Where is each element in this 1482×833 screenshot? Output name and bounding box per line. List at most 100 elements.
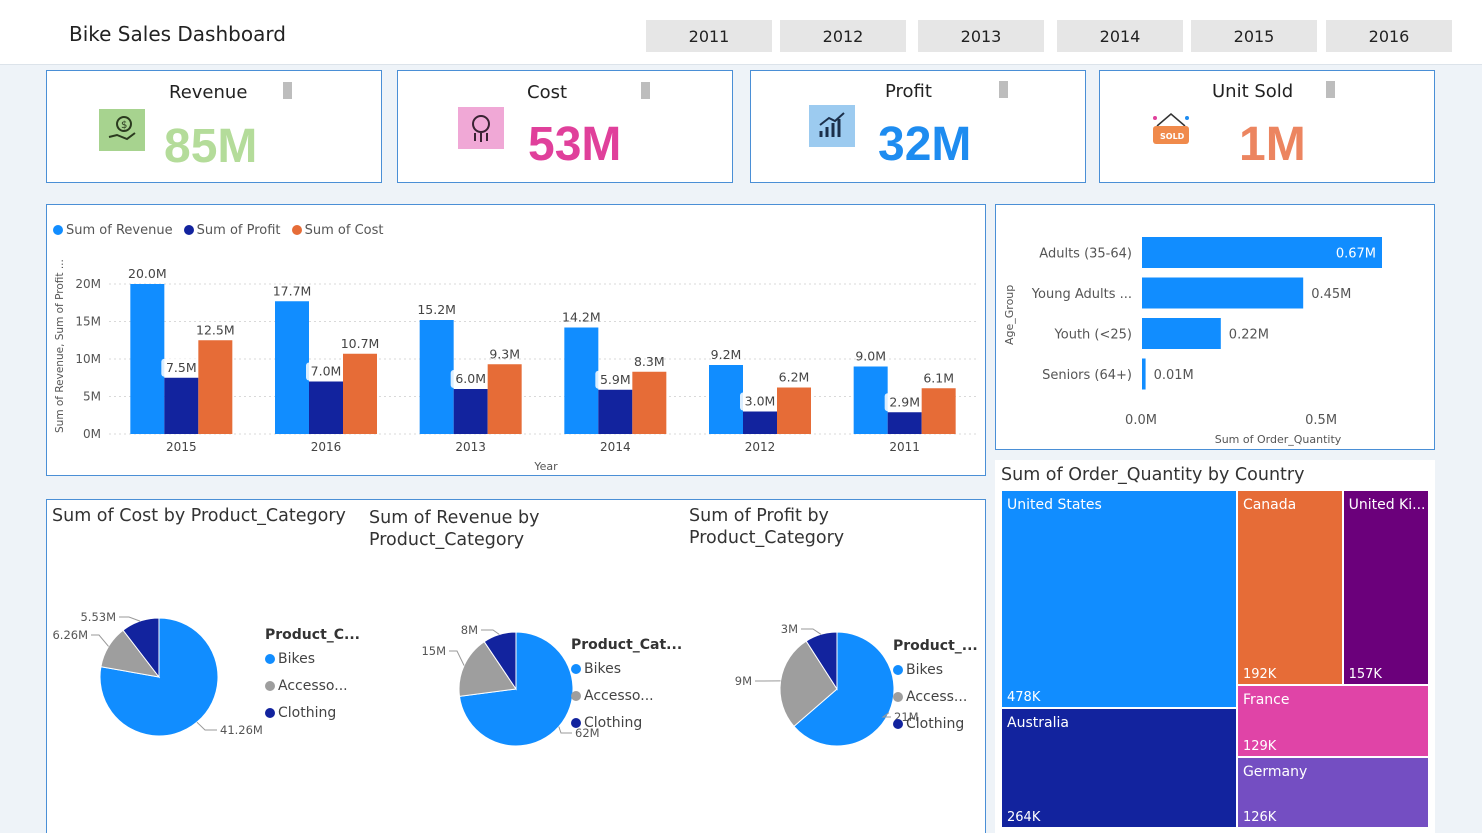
treemap-cell-value: 478K xyxy=(1007,689,1041,705)
year-button-2014[interactable]: 2014 xyxy=(1057,20,1183,52)
x-tick-label: 2011 xyxy=(889,440,920,454)
year-button-2015[interactable]: 2015 xyxy=(1191,20,1317,52)
year-button-2012[interactable]: 2012 xyxy=(780,20,906,52)
pie-slice-accesso[interactable] xyxy=(458,640,517,697)
legend-item-revenue[interactable]: Sum of Revenue xyxy=(53,223,173,238)
y-tick-label: 20M xyxy=(75,277,101,291)
bar-sum-of-revenue-2015[interactable] xyxy=(130,284,165,434)
data-label-bg xyxy=(740,392,780,411)
y-axis-label: Sum of Revenue, Sum of Profit ... xyxy=(54,259,66,433)
data-label: 17.7M xyxy=(273,283,312,298)
data-label: 6.26M xyxy=(52,628,88,642)
x-axis-label: Year xyxy=(533,460,558,473)
legend-item-accessories[interactable]: Accesso... xyxy=(265,678,360,694)
bar-sum-of-profit-2016[interactable] xyxy=(309,381,343,435)
kpi-label: Unit Sold xyxy=(1212,81,1294,102)
data-label: 8M xyxy=(461,623,478,637)
treemap-cell-germany[interactable]: Germany 126K xyxy=(1236,757,1429,828)
data-label-bg xyxy=(884,393,925,412)
legend-item-bikes[interactable]: Bikes xyxy=(571,661,682,677)
flag-icon xyxy=(641,82,650,99)
legend-title: Product_Cat... xyxy=(571,637,683,653)
treemap-cell-australia[interactable]: Australia 264K xyxy=(1001,707,1237,828)
bar-sum-of-profit-2012[interactable] xyxy=(743,411,777,435)
bar-age-group-1[interactable] xyxy=(1142,277,1304,309)
legend-dot xyxy=(571,718,581,728)
legend-item-cost[interactable]: Sum of Cost xyxy=(291,223,383,238)
data-label: 8.3M xyxy=(634,354,665,369)
coin-cost-icon xyxy=(458,107,504,149)
treemap-title: Sum of Order_Quantity by Country xyxy=(1001,465,1305,485)
y-tick-label: 10M xyxy=(75,352,101,366)
bar-sum-of-revenue-2012[interactable] xyxy=(709,365,743,434)
bar-sum-of-revenue-2014[interactable] xyxy=(564,327,599,435)
treemap-cell-united-states[interactable]: United States 478K xyxy=(1001,490,1237,708)
year-button-2011[interactable]: 2011 xyxy=(646,20,772,52)
data-label: 12.5M xyxy=(196,322,235,337)
bar-sum-of-cost-2011[interactable] xyxy=(921,388,956,434)
legend-label: Clothing xyxy=(584,715,643,731)
treemap-cell-france[interactable]: France 129K xyxy=(1236,685,1429,758)
data-label: 0.67M xyxy=(1336,247,1376,262)
legend-label: Sum of Profit xyxy=(196,222,281,238)
y-tick-label: Young Adults ... xyxy=(1031,287,1132,302)
bar-sum-of-profit-2015[interactable] xyxy=(164,377,199,434)
bar-sum-of-revenue-2011[interactable] xyxy=(853,366,888,435)
x-tick-label: 2013 xyxy=(455,440,486,454)
legend-dot xyxy=(571,691,581,701)
leader-line xyxy=(558,726,572,734)
bar-sum-of-revenue-2013[interactable] xyxy=(419,320,454,434)
treemap-cell-value: 129K xyxy=(1242,739,1277,755)
kpi-label: Revenue xyxy=(169,82,248,103)
sold-tag-icon: SOLD xyxy=(1148,109,1194,151)
data-label: 2.9M xyxy=(889,394,920,409)
flag-icon xyxy=(1326,81,1335,98)
bar-sum-of-cost-2015[interactable] xyxy=(198,340,233,434)
profit-pie-legend: Product_... Bikes Access... Clothing xyxy=(893,638,978,732)
data-label: 15M xyxy=(421,644,446,658)
legend-item-bikes[interactable]: Bikes xyxy=(265,651,360,667)
bar-sum-of-revenue-2016[interactable] xyxy=(275,301,309,434)
bar-sum-of-profit-2011[interactable] xyxy=(887,412,922,434)
product-category-panel: Sum of Cost by Product_Category Sum of R… xyxy=(46,499,986,833)
leader-line xyxy=(801,628,822,635)
legend-item-clothing[interactable]: Clothing xyxy=(571,715,682,731)
data-label-bg xyxy=(595,370,636,389)
year-button-2016[interactable]: 2016 xyxy=(1326,20,1452,52)
data-label: 41.26M xyxy=(220,723,263,737)
bar-age-group-3[interactable] xyxy=(1142,358,1146,390)
legend-dot xyxy=(291,225,302,235)
x-tick-label: 0.5M xyxy=(1305,413,1337,428)
data-label: 6.1M xyxy=(923,370,954,385)
treemap-cell-value: 126K xyxy=(1242,809,1277,825)
kpi-value: 53M xyxy=(528,118,622,171)
legend-item-clothing[interactable]: Clothing xyxy=(265,705,360,721)
data-label: 6.0M xyxy=(455,371,486,386)
legend-title: Product_C... xyxy=(265,627,360,643)
legend-item-clothing[interactable]: Clothing xyxy=(893,716,978,732)
legend-item-profit[interactable]: Sum of Profit xyxy=(183,222,281,238)
treemap-cell-canada[interactable]: Canada 192K xyxy=(1236,490,1343,686)
bar-sum-of-cost-2016[interactable] xyxy=(343,353,377,434)
bar-sum-of-profit-2013[interactable] xyxy=(453,389,488,434)
legend-item-accessories[interactable]: Accesso... xyxy=(571,688,682,704)
legend-item-accessories[interactable]: Access... xyxy=(893,689,978,705)
pie-slice-clothing[interactable] xyxy=(122,617,160,679)
year-button-2013[interactable]: 2013 xyxy=(918,20,1044,52)
cost-pie-chart: 41.26M 6.26M 5.53M xyxy=(52,610,263,737)
data-label: 10.7M xyxy=(341,336,380,351)
profit-chart-icon xyxy=(809,105,855,147)
bar-sum-of-cost-2012[interactable] xyxy=(777,387,811,435)
revenue-pie-chart: 62M 15M 8M xyxy=(421,623,600,747)
bar-age-group-2[interactable] xyxy=(1142,318,1221,349)
treemap-cell-united-ki-[interactable]: United Ki... 157K xyxy=(1342,490,1429,686)
treemap-cell-label: United States xyxy=(1007,497,1102,513)
legend-item-bikes[interactable]: Bikes xyxy=(893,662,978,678)
bar-age-group-0[interactable] xyxy=(1142,237,1382,268)
bar-sum-of-cost-2014[interactable] xyxy=(632,371,667,434)
data-label: 5.53M xyxy=(80,610,116,624)
bar-chart-legend: Sum of Revenue Sum of Profit Sum of Cost xyxy=(53,220,389,239)
bar-sum-of-cost-2013[interactable] xyxy=(487,364,522,434)
bar-sum-of-profit-2014[interactable] xyxy=(598,389,633,434)
